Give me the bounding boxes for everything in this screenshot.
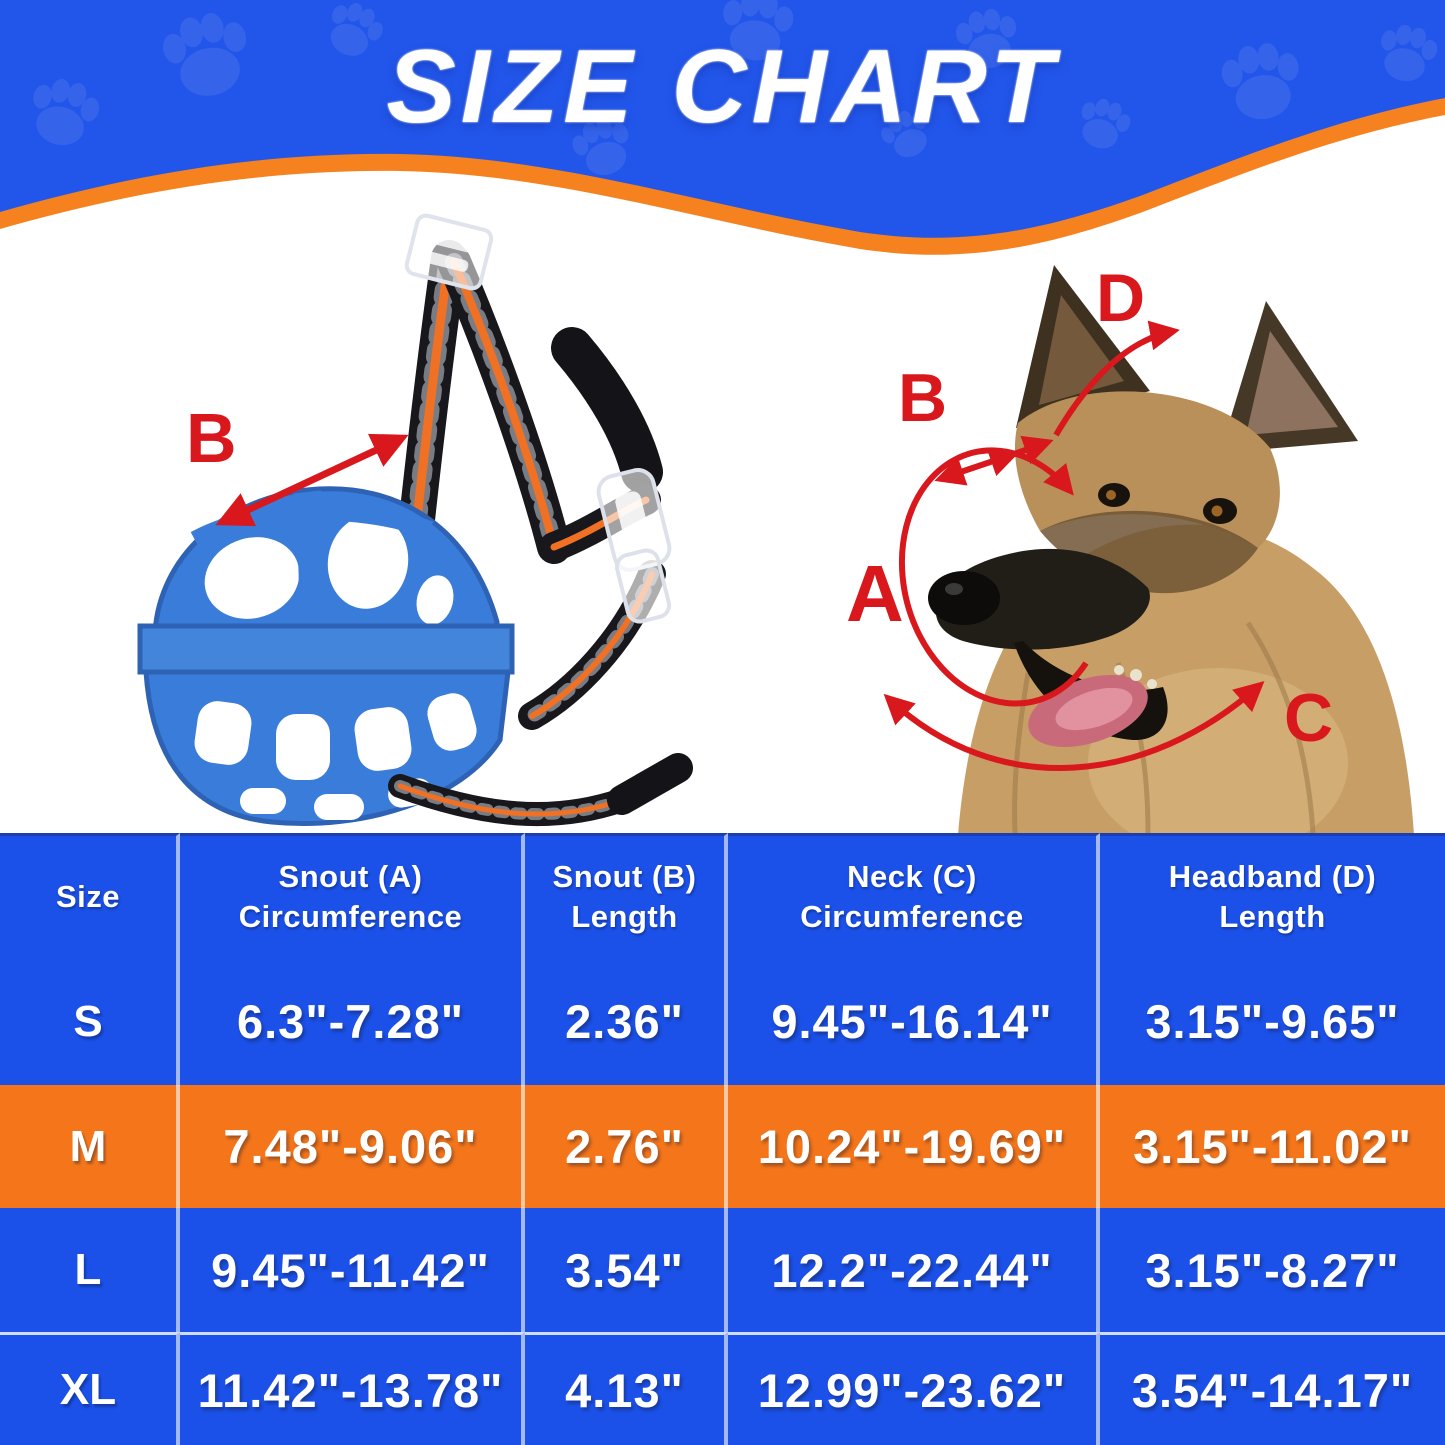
value-cell: 3.15"-9.65": [1100, 958, 1445, 1085]
snout-length-arrow: [934, 435, 1054, 486]
label-b: B: [186, 399, 237, 477]
measurement-b-annotation: B: [186, 399, 409, 527]
value-cell: 9.45"-16.14": [728, 958, 1100, 1085]
value-cell: 2.36": [525, 958, 728, 1085]
value-cell: 6.3"-7.28": [180, 958, 525, 1085]
headband-arrow: [1053, 320, 1180, 437]
value-cell: 11.42"-13.78": [180, 1332, 525, 1445]
value-cell: 12.2"-22.44": [728, 1208, 1100, 1332]
dog-head-photo: [928, 265, 1414, 835]
column-header-snout-circumference: Snout (A) Circumference: [180, 833, 525, 958]
size-cell-highlighted: M: [0, 1085, 180, 1208]
muzzle-product-illustration: B: [137, 213, 693, 827]
value-cell: 3.54"-14.17": [1100, 1332, 1445, 1445]
column-header-size: Size: [0, 833, 180, 958]
value-cell: 7.48"-9.06": [180, 1085, 525, 1208]
value-cell: 3.15"-8.27": [1100, 1208, 1445, 1332]
basket-muzzle: [137, 486, 515, 827]
size-cell: L: [0, 1208, 180, 1332]
neck-circumference-arrow: [883, 681, 1265, 771]
quick-release-buckle: [596, 468, 672, 624]
value-cell: 3.15"-11.02": [1100, 1085, 1445, 1208]
size-cell: XL: [0, 1332, 180, 1445]
label-d: D: [1096, 260, 1145, 336]
size-cell: S: [0, 958, 180, 1085]
column-header-neck-circumference: Neck (C) Circumference: [728, 833, 1100, 958]
value-cell: 10.24"-19.69": [728, 1085, 1100, 1208]
dog-measurement-annotations: [883, 320, 1265, 771]
column-header-snout-length: Snout (B) Length: [525, 833, 728, 958]
value-cell: 12.99"-23.62": [728, 1332, 1100, 1445]
header-wave-banner: [0, 0, 1445, 255]
value-cell: 9.45"-11.42": [180, 1208, 525, 1332]
value-cell: 4.13": [525, 1332, 728, 1445]
header-blue-shape: [0, 0, 1445, 238]
double-arrow: [215, 433, 409, 527]
page-title: SIZE CHART: [386, 29, 1059, 145]
value-cell: 3.54": [525, 1208, 728, 1332]
column-header-headband-length: Headband (D) Length: [1100, 833, 1445, 958]
label-a: A: [846, 549, 904, 638]
label-c: C: [1284, 680, 1333, 756]
chin-strap: [388, 753, 693, 827]
dog-measurement-labels: A B C D: [846, 260, 1333, 756]
dog-measurement-illustration: A B C D: [846, 260, 1414, 835]
strap-adjuster-buckle: [404, 213, 494, 291]
value-cell: 2.76": [525, 1085, 728, 1208]
label-b: B: [898, 360, 947, 436]
size-table: Size Snout (A) Circumference Snout (B) L…: [0, 833, 1445, 1445]
